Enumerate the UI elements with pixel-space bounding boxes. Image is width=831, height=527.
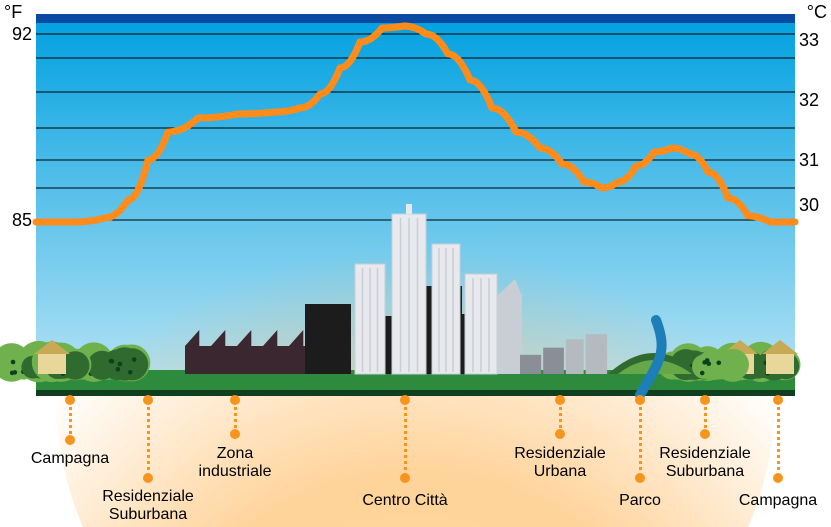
leader-line [147, 400, 150, 478]
leader-cap-icon [65, 395, 75, 405]
axis-right-unit: °C [807, 2, 827, 23]
axis-right-tick: 33 [799, 30, 831, 51]
leader-cap-icon [773, 473, 783, 483]
zone-label-campagna1: Campagna [0, 450, 140, 468]
leader-cap-icon [635, 395, 645, 405]
axis-left-tick: 85 [0, 210, 32, 231]
leader-cap-icon [773, 395, 783, 405]
zone-label-res_sub1: Residenziale Suburbana [78, 488, 218, 525]
leader-cap-icon [65, 435, 75, 445]
leader-cap-icon [143, 473, 153, 483]
leader-line [777, 400, 780, 478]
axis-right-tick: 32 [799, 90, 831, 111]
zone-label-campagna2: Campagna [708, 492, 831, 510]
urban-heat-island-infographic: { "type": "infographic", "dimensions": {… [0, 0, 831, 527]
leader-cap-icon [700, 395, 710, 405]
zone-label-res_urb: Residenziale Urbana [490, 445, 630, 482]
leader-cap-icon [400, 395, 410, 405]
zone-label-res_sub2: Residenziale Suburbana [635, 445, 775, 482]
zone-label-parco: Parco [570, 492, 710, 510]
axis-left-tick: 92 [0, 24, 32, 45]
leader-cap-icon [555, 429, 565, 439]
zone-label-centro: Centro Città [335, 492, 475, 510]
leader-cap-icon [400, 473, 410, 483]
leader-cap-icon [143, 395, 153, 405]
axis-right-tick: 30 [799, 195, 831, 216]
zone-label-industriale: Zona industriale [165, 445, 305, 482]
leader-cap-icon [230, 395, 240, 405]
leader-cap-icon [700, 429, 710, 439]
axis-left-unit: °F [4, 2, 22, 23]
leader-line [69, 400, 72, 440]
axis-right-tick: 31 [799, 150, 831, 171]
leader-cap-icon [230, 429, 240, 439]
leader-line [404, 400, 407, 478]
leader-cap-icon [555, 395, 565, 405]
